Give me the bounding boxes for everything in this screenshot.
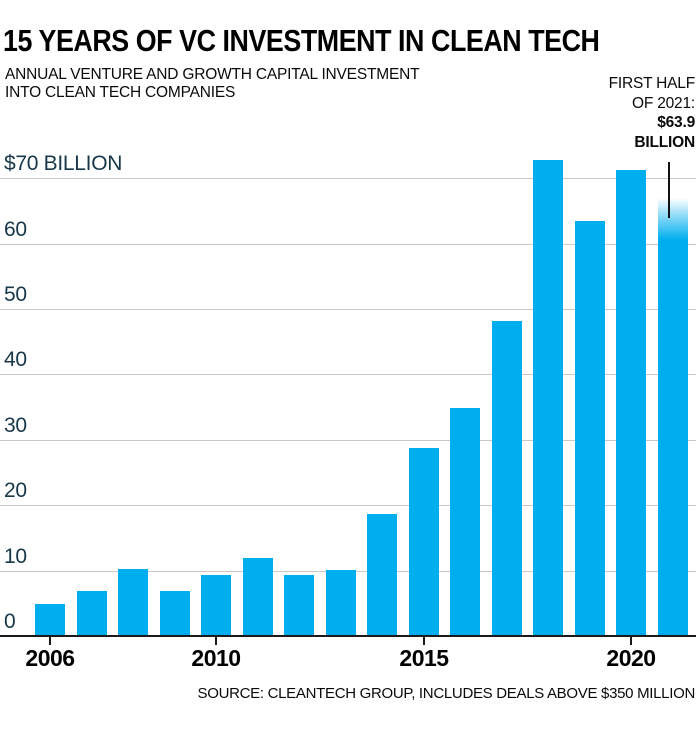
- annotation-line-1: FIRST HALF: [608, 75, 696, 92]
- bar-2013: [326, 570, 356, 636]
- gridline-70: [0, 178, 696, 179]
- y-axis-label-30: 30: [4, 414, 27, 437]
- annotation-leader-line: [668, 162, 670, 218]
- x-axis-label-2020: 2020: [606, 645, 656, 671]
- annotation-first-half-2021: FIRST HALF OF 2021: $63.9 BILLION: [608, 74, 696, 152]
- gridline-20: [0, 505, 696, 506]
- bar-2019: [575, 221, 605, 636]
- x-axis-tick-2010: [215, 637, 217, 645]
- x-axis-label-2015: 2015: [399, 645, 449, 671]
- x-axis-tick-2006: [49, 637, 51, 645]
- bar-2016: [450, 408, 480, 636]
- gridline-50: [0, 309, 696, 310]
- x-axis-label-2006: 2006: [25, 645, 75, 671]
- bar-2018: [533, 160, 563, 636]
- bar-2015: [409, 448, 439, 636]
- x-axis-line: [0, 635, 696, 637]
- gridline-30: [0, 440, 696, 441]
- x-axis-label-2010: 2010: [191, 645, 241, 671]
- annotation-value: $63.9: [657, 114, 695, 131]
- bar-2021: [658, 198, 688, 636]
- bar-2014: [367, 514, 397, 636]
- y-axis-label-70: $70 BILLION: [4, 152, 123, 175]
- y-axis-label-50: 50: [4, 283, 27, 306]
- chart-subtitle-line-1: ANNUAL VENTURE AND GROWTH CAPITAL INVEST…: [5, 66, 420, 83]
- annotation-line-2: OF 2021:: [631, 94, 695, 112]
- source-note: SOURCE: CLEANTECH GROUP, INCLUDES DEALS …: [197, 685, 696, 702]
- gridline-60: [0, 244, 696, 245]
- bar-2012: [284, 575, 314, 636]
- bar-2011: [243, 558, 273, 636]
- bar-2007: [77, 591, 107, 636]
- bar-2020: [616, 170, 646, 636]
- y-axis-label-40: 40: [4, 348, 27, 371]
- chart-subtitle-line-2: INTO CLEAN TECH COMPANIES: [5, 84, 236, 101]
- y-axis-label-20: 20: [4, 479, 27, 502]
- gridline-40: [0, 374, 696, 375]
- y-axis-label-0: 0: [4, 610, 16, 633]
- bar-2009: [160, 591, 190, 636]
- bar-2010: [201, 575, 231, 636]
- bar-2006: [35, 604, 65, 636]
- y-axis-label-10: 10: [4, 545, 27, 568]
- bar-2017: [492, 321, 522, 636]
- y-axis-label-60: 60: [4, 218, 27, 241]
- x-axis-tick-2015: [423, 637, 425, 645]
- page-title: 15 YEARS OF VC INVESTMENT IN CLEAN TECH: [3, 23, 600, 58]
- bar-2008: [118, 569, 148, 636]
- x-axis-tick-2020: [630, 637, 632, 645]
- annotation-value-unit: BILLION: [634, 133, 695, 151]
